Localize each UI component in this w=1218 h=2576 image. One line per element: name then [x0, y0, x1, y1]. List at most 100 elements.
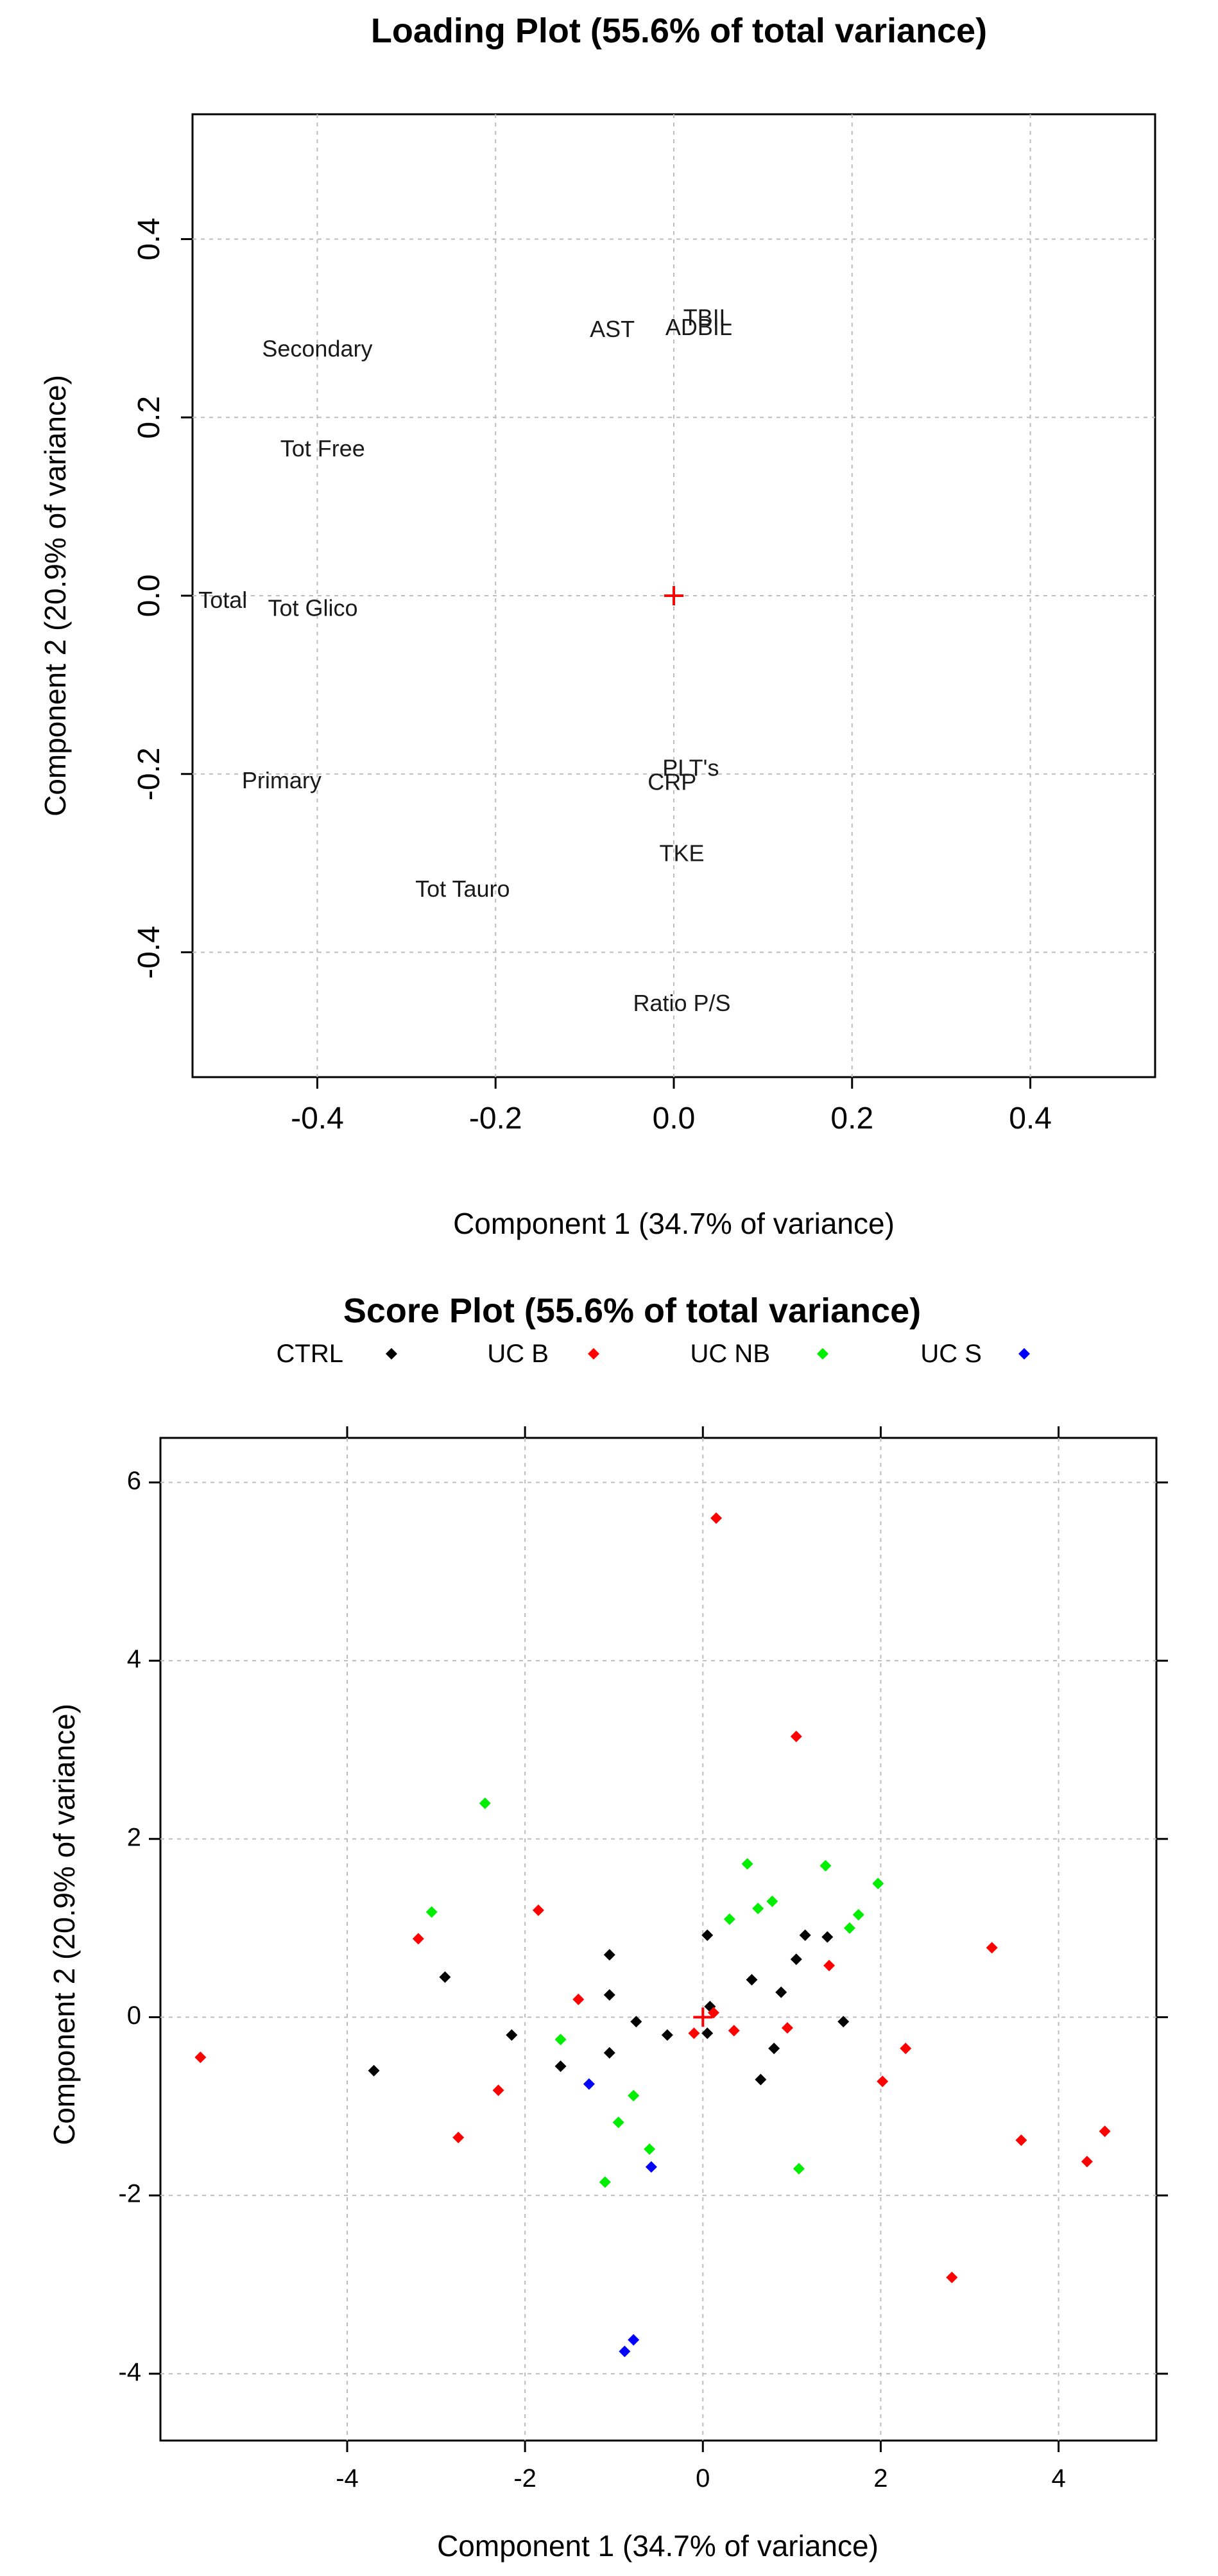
score-point-uc-b [986, 1942, 998, 1954]
score-plot-frame [159, 1437, 1158, 2442]
loading-x-tick-label: 0.0 [653, 1102, 696, 1136]
loading-variable-label: Secondary [262, 336, 372, 362]
loading-plot-title: Loading Plot (55.6% of total variance) [371, 12, 987, 50]
score-plot-x-label: Component 1 (34.7% of variance) [437, 2529, 879, 2563]
score-point-ctrl [554, 2060, 567, 2072]
score-point-ctrl [603, 2047, 615, 2059]
loading-x-tick-label: -0.2 [469, 1102, 522, 1136]
loading-y-tick-label: 0.0 [132, 575, 166, 618]
score-point-ctrl [755, 2073, 767, 2086]
score-point-uc-nb [852, 1908, 864, 1921]
score-x-tick-label: -4 [336, 2464, 359, 2493]
score-x-tick-label: 4 [1051, 2464, 1065, 2493]
loading-y-tick-label: 0.4 [132, 218, 166, 261]
loading-y-tick-label: 0.2 [132, 396, 166, 439]
score-point-uc-b [412, 1933, 424, 1945]
score-point-uc-nb [843, 1922, 855, 1934]
score-point-uc-nb [752, 1903, 764, 1915]
loading-variable-label: TBIL [683, 304, 732, 331]
score-point-uc-nb [599, 2176, 611, 2188]
loading-variable-label: AST [590, 316, 635, 342]
loading-variable-label: Tot Glico [268, 595, 357, 621]
loading-plot: Loading Plot (55.6% of total variance) -… [39, 12, 1156, 1240]
score-point-ctrl [821, 1931, 834, 1943]
score-point-ctrl [603, 1989, 615, 2001]
score-point-ctrl [701, 1929, 714, 1941]
score-point-uc-b [194, 2051, 207, 2063]
score-point-ctrl [701, 2027, 714, 2039]
loading-x-tick-label: -0.4 [291, 1102, 344, 1136]
loading-x-tick-label: 0.2 [830, 1102, 873, 1136]
score-point-ctrl [603, 1949, 615, 1961]
score-plot-y-label: Component 2 (20.9% of variance) [47, 1704, 81, 2145]
score-point-uc-nb [872, 1878, 884, 1890]
score-point-uc-b [452, 2131, 465, 2143]
score-point-uc-s [619, 2346, 631, 2358]
score-x-tick-label: 0 [696, 2464, 710, 2493]
score-y-tick-label: 6 [127, 1467, 141, 1495]
score-point-ctrl [661, 2029, 673, 2041]
legend-label-uc-s: UC S [920, 1340, 982, 1368]
score-point-uc-b [492, 2084, 504, 2096]
score-y-tick-label: 0 [127, 2001, 141, 2030]
score-point-ctrl [439, 1971, 451, 1984]
score-point-uc-nb [819, 1860, 832, 1872]
loading-variable-label: Primary [242, 767, 322, 793]
legend-marker-uc-b [588, 1348, 599, 1360]
score-point-uc-b [728, 2025, 740, 2037]
loading-variable-label: PLT's [662, 754, 719, 781]
score-point-ctrl [368, 2064, 380, 2077]
score-point-uc-b [781, 2022, 793, 2034]
score-point-uc-s [583, 2078, 595, 2090]
score-plot-title: Score Plot (55.6% of total variance) [343, 1292, 921, 1330]
score-point-uc-b [572, 1993, 585, 2005]
legend-label-uc-b: UC B [487, 1340, 549, 1368]
score-point-ctrl [506, 2029, 518, 2041]
loading-variable-label: TKE [659, 840, 704, 867]
legend-marker-uc-nb [817, 1348, 828, 1360]
loading-x-tick-label: 0.4 [1009, 1102, 1052, 1136]
score-point-uc-b [877, 2075, 889, 2088]
score-y-tick-label: -2 [118, 2180, 141, 2208]
legend-marker-uc-s [1018, 1348, 1030, 1360]
loading-variable-label: ADBIL [665, 314, 732, 340]
score-point-uc-b [946, 2271, 958, 2283]
score-x-tick-label: -2 [513, 2464, 536, 2493]
score-point-uc-b [532, 1904, 544, 1916]
score-plot: Score Plot (55.6% of total variance) CTR… [47, 1292, 1168, 2563]
loading-plot-x-label: Component 1 (34.7% of variance) [453, 1207, 895, 1240]
score-point-uc-nb [644, 2143, 656, 2155]
score-point-uc-b [710, 1512, 723, 1524]
score-point-uc-b [1015, 2134, 1027, 2147]
score-point-ctrl [746, 1974, 758, 1986]
loading-y-tick-label: -0.2 [132, 747, 166, 800]
score-point-ctrl [790, 1953, 802, 1966]
score-point-uc-b [790, 1731, 802, 1743]
score-point-ctrl [768, 2043, 780, 2055]
score-point-uc-nb [766, 1895, 778, 1907]
score-point-uc-nb [554, 2034, 567, 2046]
score-plot-legend: CTRL UC B UC NB UC S [277, 1340, 1030, 1368]
score-point-uc-nb [628, 2089, 640, 2102]
score-point-uc-nb [425, 1906, 438, 1918]
score-point-uc-b [1081, 2156, 1093, 2168]
loading-variable-label: Tot Free [280, 435, 365, 462]
score-point-ctrl [799, 1929, 811, 1941]
score-x-tick-label: 2 [873, 2464, 888, 2493]
loading-variable-label: CRP [648, 769, 696, 795]
score-point-uc-nb [612, 2116, 624, 2129]
loading-plot-y-label: Component 2 (20.9% of variance) [39, 375, 72, 817]
score-y-tick-label: -4 [118, 2358, 141, 2386]
score-point-uc-b [1099, 2125, 1111, 2138]
score-y-tick-label: 2 [127, 1823, 141, 1851]
score-point-uc-b [707, 2007, 719, 2019]
score-point-ctrl [837, 2016, 850, 2028]
score-point-ctrl [704, 2000, 716, 2012]
legend-label-uc-nb: UC NB [690, 1340, 770, 1368]
score-point-uc-s [645, 2161, 657, 2173]
score-point-uc-nb [479, 1797, 491, 1810]
score-point-uc-nb [793, 2163, 805, 2175]
score-y-tick-label: 4 [127, 1645, 141, 1673]
score-point-ctrl [630, 2016, 642, 2028]
score-point-ctrl [775, 1986, 787, 1998]
